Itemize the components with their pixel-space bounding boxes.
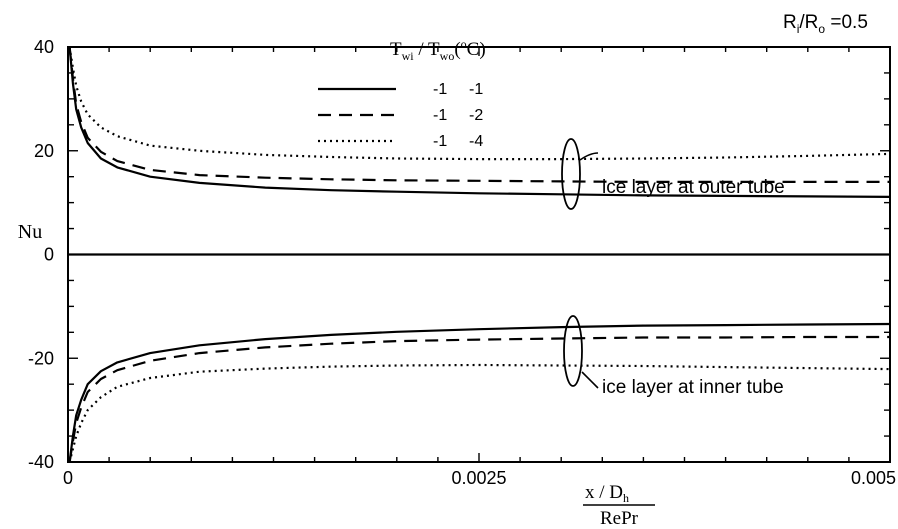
annotation-inner-leader: [582, 372, 598, 388]
x-axis-label-numerator: x / Dh: [585, 482, 629, 505]
series-inner-dashed: [70, 337, 890, 462]
x-axis-label-denominator: RePr: [600, 508, 639, 529]
legend-row2-b: -2: [469, 107, 483, 124]
x-tick-label: 0: [63, 468, 73, 488]
y-tick-label: -40: [28, 452, 54, 472]
x-tick-label: 0.0025: [451, 468, 506, 488]
legend-row3-a: -1: [433, 133, 447, 150]
y-tick-label: -20: [28, 348, 54, 368]
x-axis-label: x / Dh RePr: [583, 482, 655, 529]
annotation-inner-text: ice layer at inner tube: [602, 377, 784, 398]
annotation-outer-text: ice layer at outer tube: [602, 177, 785, 198]
radius-ratio-label: Ri/Ro =0.5: [783, 12, 868, 36]
y-tick-label: 0: [44, 245, 54, 265]
legend-row2-a: -1: [433, 107, 447, 124]
y-axis-label: Nu: [18, 221, 42, 243]
plot-layer: 0 0.0025 0.005 -40 -20 0 20 40: [28, 37, 896, 488]
annotation-outer: ice layer at outer tube: [562, 139, 785, 209]
legend-row1-b: -1: [469, 81, 483, 98]
legend: Twi / Two(oC) -1 -1 -1 -2 -1 -4: [318, 37, 486, 150]
legend-row1-a: -1: [433, 81, 447, 98]
annotation-inner: ice layer at inner tube: [564, 316, 784, 398]
x-tick-label: 0.005: [851, 468, 896, 488]
legend-header: Twi / Two(oC): [390, 37, 486, 63]
y-tick-label: 20: [34, 141, 54, 161]
annotation-outer-ellipse: [562, 139, 580, 209]
annotation-outer-leader: [580, 153, 598, 160]
legend-row3-b: -4: [469, 133, 483, 150]
y-tick-label: 40: [34, 37, 54, 57]
